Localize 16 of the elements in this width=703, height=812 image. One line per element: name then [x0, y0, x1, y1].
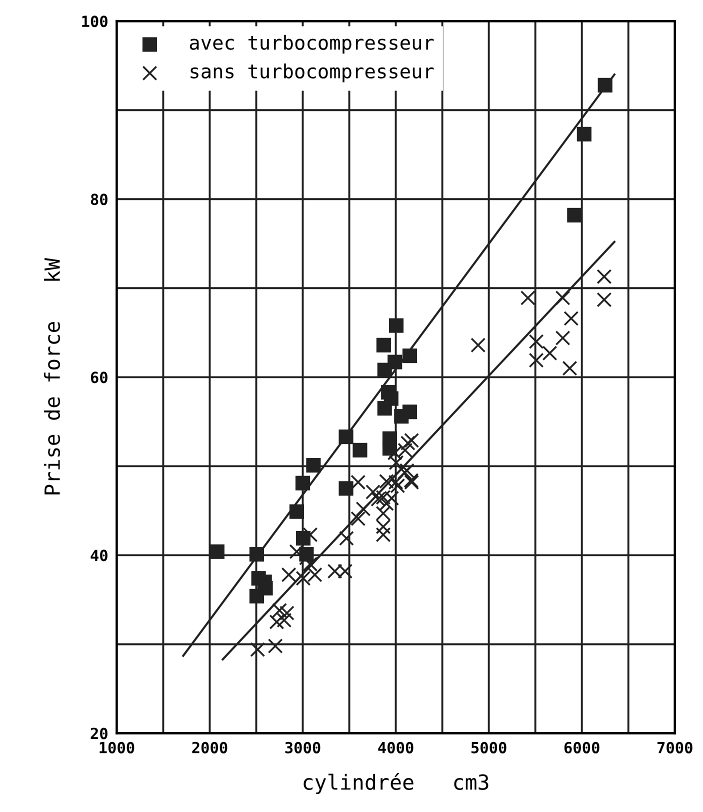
legend-label: avec turbocompresseur	[190, 34, 434, 54]
y-axis-title: Prise de force kW	[44, 258, 60, 494]
x-axis-title: cylindrée cm3	[304, 773, 488, 794]
y-tick-label: 40	[90, 550, 108, 562]
y-tick-label: 80	[90, 194, 108, 206]
y-tick-label: 20	[90, 728, 108, 740]
legend-label: sans turbocompresseur	[190, 63, 434, 82]
x-tick-label: 2000	[192, 742, 228, 754]
x-tick-label: 6000	[564, 742, 600, 754]
y-tick-label: 100	[82, 16, 108, 28]
x-tick-label: 4000	[378, 742, 414, 754]
x-tick-label: 1000	[100, 742, 134, 754]
x-tick-label: 5000	[471, 742, 506, 754]
y-tick-label: 60	[90, 372, 108, 384]
x-tick-label: 3000	[285, 742, 320, 754]
x-tick-label: 7000	[657, 742, 692, 754]
